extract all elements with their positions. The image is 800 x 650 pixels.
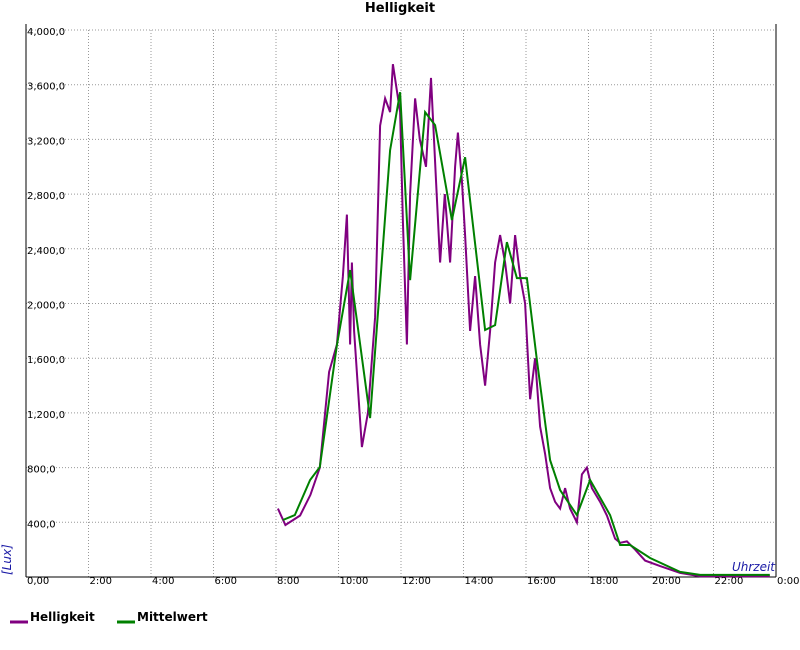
x-tick-label: 2:00 [90,576,112,587]
x-tick-label: 0,00 [27,576,49,587]
x-tick-label: 20:00 [652,576,681,587]
y-tick-label: 3,600,0 [27,82,65,93]
legend: Helligkeit Mittelwert [10,610,208,624]
x-tick-label: 8:00 [277,576,299,587]
y-tick-label: 4,000,0 [27,27,65,38]
x-tick-label: 22:00 [715,576,744,587]
y-tick-label: 2,000,0 [27,301,65,312]
x-tick-label: 0:00 [777,576,799,587]
x-tick-label: 12:00 [402,576,431,587]
x-tick-label: 4:00 [152,576,174,587]
y-tick-label: 2,800,0 [27,191,65,202]
legend-label: Mittelwert [137,610,208,624]
y-tick-label: 1,200,0 [27,410,65,421]
y-tick-label: 1,600,0 [27,355,65,366]
data-line [276,64,770,578]
chart-title: Helligkeit [365,1,435,16]
x-axis-label: Uhrzeit [732,560,776,574]
y-tick-label: 2,400,0 [27,246,65,257]
x-tick-label: 14:00 [465,576,494,587]
y-axis-label: [Lux] [0,544,14,575]
x-tick-label: 6:00 [215,576,237,587]
y-tick-label: 800,0 [27,465,56,476]
x-tick-label: 18:00 [590,576,619,587]
x-tick-label: 16:00 [527,576,556,587]
data-line [282,92,770,576]
y-tick-label: 400,0 [27,519,56,530]
legend-label: Helligkeit [30,610,95,624]
x-tick-label: 10:00 [340,576,369,587]
y-tick-label: 3,200,0 [27,136,65,147]
